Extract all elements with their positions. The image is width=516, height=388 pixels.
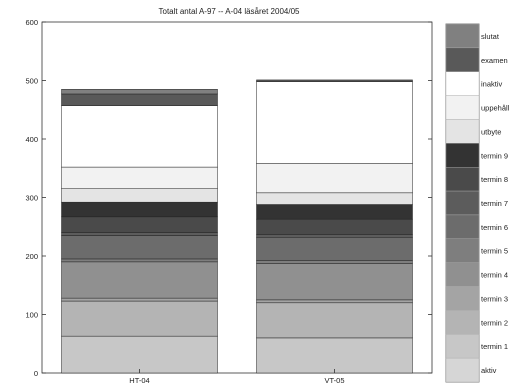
bar-segment-termin-4-HT-04 xyxy=(61,261,218,299)
legend-swatch-termin-1 xyxy=(445,334,480,359)
y-tick-label: 200 xyxy=(25,252,38,261)
bar-segment-inaktiv-HT-04 xyxy=(61,105,218,168)
legend-swatch-utbyte xyxy=(445,119,480,144)
bar-segment-termin-3-VT-05 xyxy=(256,299,413,304)
bar-segment-termin-7-HT-04 xyxy=(61,232,218,236)
bar-segment-termin-4-VT-05 xyxy=(256,263,413,301)
bar-segment-termin-8-VT-05 xyxy=(256,218,413,235)
legend-label: slutat xyxy=(481,32,500,41)
bar-segment-inaktiv-VT-05 xyxy=(256,81,413,164)
bar-segment-uppehåll-VT-05 xyxy=(256,163,413,194)
legend-label: inaktiv xyxy=(481,80,503,89)
legend-swatch-examen xyxy=(445,47,480,72)
legend-swatch-uppehåll xyxy=(445,95,480,120)
y-tick-label: 300 xyxy=(25,194,38,203)
bar-segment-termin-5-HT-04 xyxy=(61,258,218,263)
legend: slutat examen inaktiv uppehåll utbyte termin … xyxy=(445,23,510,383)
bar-segment-slutat-HT-04 xyxy=(61,89,218,95)
y-tick-label: 400 xyxy=(25,135,38,144)
bar-segment-uppehåll-HT-04 xyxy=(61,166,218,189)
legend-label: utbyte xyxy=(481,127,501,136)
bar-segment-termin-8-HT-04 xyxy=(61,216,218,233)
legend-swatch-termin-7 xyxy=(445,190,480,216)
legend-swatch-aktiv xyxy=(445,357,480,383)
legend-swatch-termin-4 xyxy=(445,262,480,287)
bar-segment-termin-6-HT-04 xyxy=(61,235,218,260)
legend-swatch-termin-9 xyxy=(445,143,480,168)
bar-segment-termin-2-HT-04 xyxy=(61,300,218,337)
x-tick-label: HT-04 xyxy=(129,376,149,385)
legend-swatch-termin-5 xyxy=(445,238,480,263)
bar-segment-termin-7-VT-05 xyxy=(256,234,413,238)
legend-label: termin 5 xyxy=(481,247,508,256)
legend-label: termin 1 xyxy=(481,342,508,351)
bar-segment-termin-6-VT-05 xyxy=(256,237,413,261)
y-tick-label: 500 xyxy=(25,77,38,86)
bar-segment-utbyte-VT-05 xyxy=(256,192,413,205)
bar-segment-termin-9-HT-04 xyxy=(61,201,218,218)
x-tick-label: VT-05 xyxy=(324,376,344,385)
y-tick-label: 100 xyxy=(25,311,38,320)
bar-segment-examen-HT-04 xyxy=(61,93,218,106)
legend-label: aktiv xyxy=(481,366,497,375)
y-tick-label: 0 xyxy=(34,369,38,378)
legend-label: uppehåll xyxy=(481,104,510,113)
legend-swatch-termin-6 xyxy=(445,214,480,240)
legend-label: termin 6 xyxy=(481,223,508,232)
bar-segment-utbyte-HT-04 xyxy=(61,188,218,203)
legend-swatch-slutat xyxy=(445,23,480,49)
legend-label: examen xyxy=(481,56,508,65)
legend-swatch-termin-8 xyxy=(445,166,480,192)
bar-segment-termin-3-HT-04 xyxy=(61,297,218,302)
bar-segment-examen-VT-05 xyxy=(256,79,413,82)
plot-area: HT-04 VT-05 0 100 200 300 400 500 600 xyxy=(25,18,433,385)
legend-label: termin 8 xyxy=(481,175,508,184)
legend-swatch-termin-2 xyxy=(445,310,480,335)
bar-segment-termin-5-VT-05 xyxy=(256,260,413,264)
legend-swatch-termin-3 xyxy=(445,286,480,311)
bar-segment-termin-2-VT-05 xyxy=(256,302,413,339)
legend-label: termin 3 xyxy=(481,294,508,303)
bar-segment-termin-1-VT-05 xyxy=(256,337,413,374)
legend-swatch-inaktiv xyxy=(445,71,480,96)
legend-label: termin 9 xyxy=(481,151,508,160)
y-tick-label: 600 xyxy=(25,18,38,27)
chart-title: Totalt antal A-97 -- A-04 läsåret 2004/0… xyxy=(159,7,301,16)
legend-label: termin 4 xyxy=(481,271,508,280)
legend-label: termin 2 xyxy=(481,318,508,327)
bar-segment-termin-1-HT-04 xyxy=(61,335,218,374)
bar-segment-termin-9-VT-05 xyxy=(256,204,413,220)
legend-label: termin 7 xyxy=(481,199,508,208)
